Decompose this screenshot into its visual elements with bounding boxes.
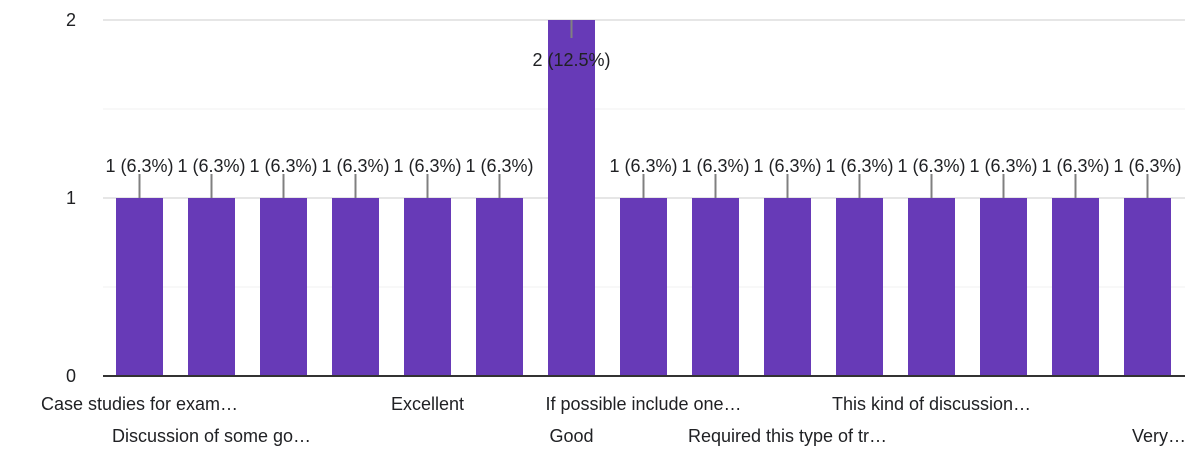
bar	[260, 198, 307, 376]
data-label: 1 (6.3%)	[1113, 156, 1181, 176]
x-tick-label: This kind of discussion…	[832, 394, 1031, 414]
data-label: 1 (6.3%)	[393, 156, 461, 176]
x-tick-label: Excellent	[391, 394, 464, 414]
bar	[116, 198, 163, 376]
data-label: 1 (6.3%)	[753, 156, 821, 176]
bar	[332, 198, 379, 376]
data-label: 1 (6.3%)	[609, 156, 677, 176]
bar	[836, 198, 883, 376]
bar	[908, 198, 955, 376]
bar	[476, 198, 523, 376]
y-tick-label: 0	[66, 366, 76, 386]
data-label: 1 (6.3%)	[825, 156, 893, 176]
x-tick-label: Required this type of tr…	[688, 426, 887, 446]
data-label: 1 (6.3%)	[1041, 156, 1109, 176]
data-label: 1 (6.3%)	[681, 156, 749, 176]
data-label: 1 (6.3%)	[465, 156, 533, 176]
x-tick-label: Case studies for exam…	[41, 394, 238, 414]
bar	[764, 198, 811, 376]
data-label: 2 (12.5%)	[532, 50, 610, 70]
bars	[116, 20, 1171, 376]
bar	[1052, 198, 1099, 376]
bar	[1124, 198, 1171, 376]
data-label: 1 (6.3%)	[897, 156, 965, 176]
bar	[620, 198, 667, 376]
bar	[548, 20, 595, 376]
x-tick-label: Very…	[1132, 426, 1186, 446]
data-label: 1 (6.3%)	[249, 156, 317, 176]
data-labels: 1 (6.3%) 1 (6.3%) 1 (6.3%) 1 (6.3%) 1 (6.3%)…	[105, 20, 1182, 198]
x-tick-label: Good	[549, 426, 593, 446]
bar	[980, 198, 1027, 376]
data-label: 1 (6.3%)	[177, 156, 245, 176]
x-tick-labels: Case studies for exam… Discussion of some…	[41, 394, 1186, 446]
data-label: 1 (6.3%)	[969, 156, 1037, 176]
bar	[692, 198, 739, 376]
axes: 0 1 2	[66, 10, 1185, 386]
x-tick-label: Discussion of some go…	[112, 426, 311, 446]
bar	[188, 198, 235, 376]
x-tick-label: If possible include one…	[545, 394, 741, 414]
y-tick-label: 2	[66, 10, 76, 30]
data-label: 1 (6.3%)	[321, 156, 389, 176]
data-label: 1 (6.3%)	[105, 156, 173, 176]
y-tick-label: 1	[66, 188, 76, 208]
bar	[404, 198, 451, 376]
